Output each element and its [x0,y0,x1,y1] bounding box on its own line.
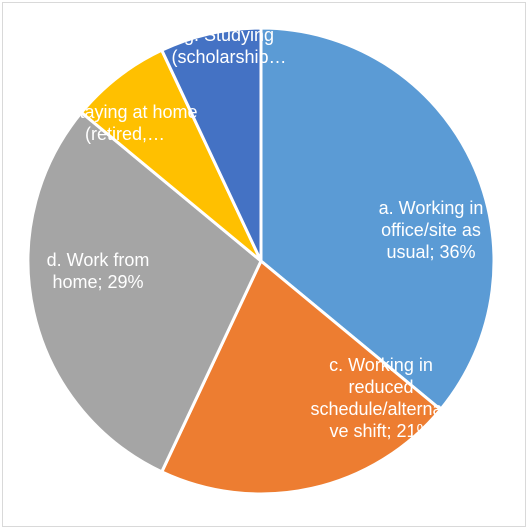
slice-label-line: ve shift; 21% [329,421,432,441]
slice-label-2: d. Work from home; 29% [47,250,150,292]
pie-slice-2 [26,110,263,474]
slice-label-3: f. Staying at home (retired,… [52,102,197,144]
slice-label-line: g. Studying [184,25,274,45]
pie-chart: a. Working in office/site as usual; 36% c. … [26,25,496,496]
slice-label-1: c. Working in reduced schedule/alternati ve… [310,355,451,441]
slice-label-line: schedule/alternati [310,399,451,419]
slice-label-line: reduced [348,377,413,397]
slice-label-line: c. Working in [329,355,433,375]
pie-slice-1 [160,259,443,496]
pie-slice-3 [79,48,263,263]
pie-slice-4 [160,26,263,263]
slice-label-0: a. Working in office/site as usual; 36% [379,198,484,262]
pie-labels: a. Working in office/site as usual; 36% c. … [47,25,484,441]
slice-label-line: f. Staying at home [52,102,197,122]
pie-slice-0 [259,26,496,412]
slice-label-line: office/site as [381,220,481,240]
slice-label-line: home; 29% [52,272,143,292]
chart-area: a. Working in office/site as usual; 36% c. … [2,2,526,527]
slice-label-line: (retired,… [85,124,165,144]
slice-label-line: usual; 36% [386,242,475,262]
slice-label-line: (scholarship… [171,47,286,67]
slice-label-line: d. Work from [47,250,150,270]
slice-label-4: g. Studying (scholarship… [171,25,286,67]
slice-label-line: a. Working in [379,198,484,218]
pie-slices [26,26,496,496]
